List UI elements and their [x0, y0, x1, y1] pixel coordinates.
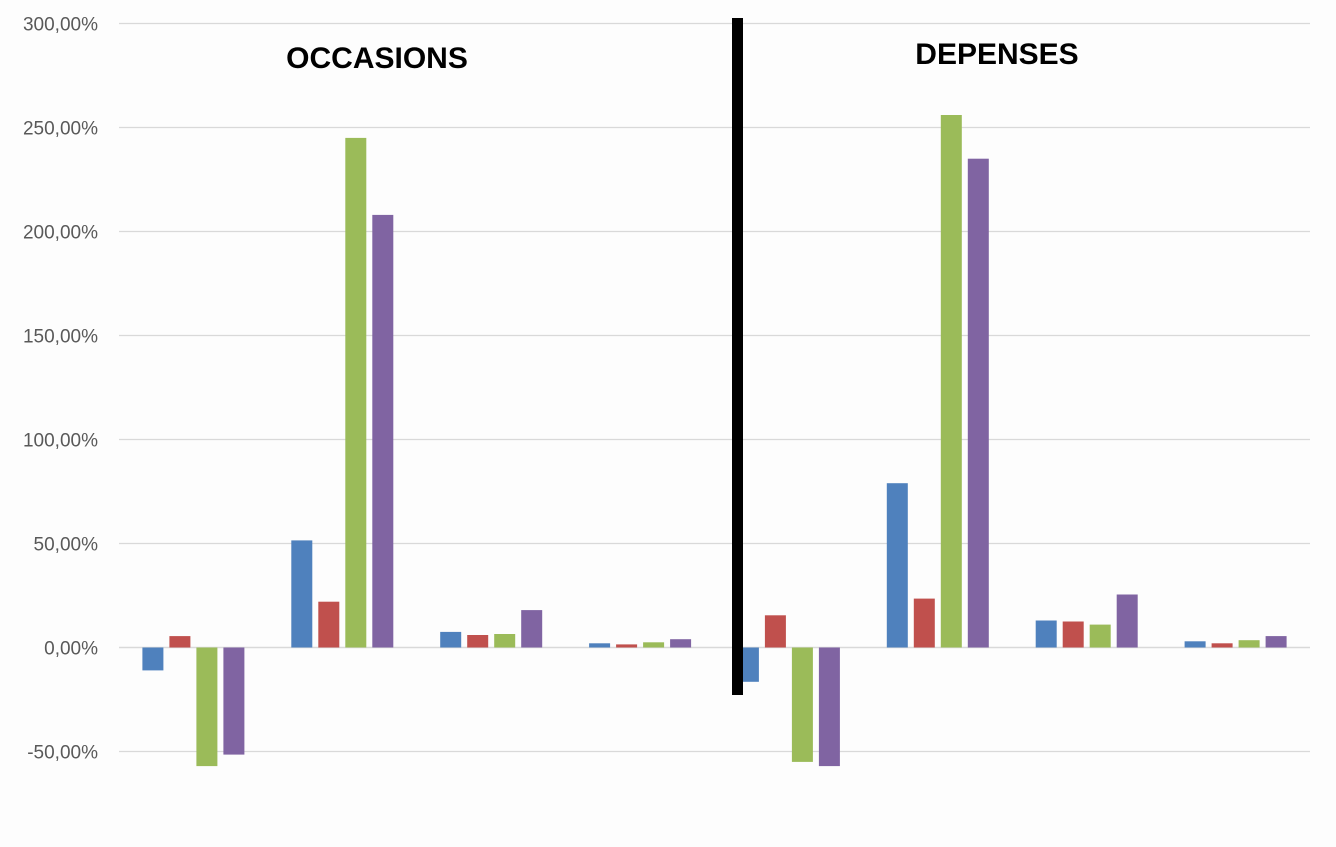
- gridlines: [119, 22, 1310, 753]
- bar: [791, 647, 813, 762]
- bar: [886, 483, 908, 648]
- bar: [196, 647, 218, 767]
- bars: [142, 115, 1287, 767]
- panel-title-occasions: OCCASIONS: [286, 42, 468, 75]
- bar: [169, 636, 191, 648]
- y-tick-label: 250,00%: [23, 119, 98, 140]
- bar: [589, 643, 611, 648]
- bar: [372, 214, 394, 648]
- bar: [521, 610, 543, 648]
- panel-title-depenses: DEPENSES: [915, 38, 1078, 71]
- bar: [291, 540, 313, 648]
- bar: [616, 644, 638, 648]
- bar: [913, 598, 935, 648]
- bar: [440, 631, 462, 648]
- bar: [142, 647, 164, 671]
- y-tick-label: 200,00%: [23, 223, 98, 244]
- bar: [1035, 620, 1057, 648]
- panel-divider: [732, 18, 743, 695]
- bar: [494, 634, 516, 648]
- bar: [345, 137, 367, 648]
- bar: [1116, 594, 1138, 648]
- bar: [967, 158, 989, 648]
- bar: [643, 642, 665, 648]
- bar: [737, 647, 759, 682]
- y-tick-label: -50,00%: [27, 743, 98, 764]
- y-tick-label: 50,00%: [34, 535, 99, 556]
- bar: [223, 647, 245, 755]
- bar: [1089, 624, 1111, 648]
- y-tick-label: 100,00%: [23, 431, 98, 452]
- y-tick-label: 0,00%: [44, 639, 98, 660]
- y-tick-label: 300,00%: [23, 15, 98, 36]
- bar: [1062, 621, 1084, 648]
- bar: [670, 639, 692, 648]
- bar: [818, 647, 840, 767]
- bar: [1238, 640, 1260, 648]
- bar: [318, 601, 340, 648]
- y-tick-label: 150,00%: [23, 327, 98, 348]
- bar: [1184, 641, 1206, 648]
- bar: [940, 115, 962, 648]
- bar: [467, 635, 489, 648]
- bar: [1265, 636, 1287, 648]
- bar: [1211, 643, 1233, 648]
- y-axis-tick-labels: 300,00% 250,00% 200,00% 150,00% 100,00% 50,00…: [17, 15, 98, 847]
- bar: [764, 615, 786, 648]
